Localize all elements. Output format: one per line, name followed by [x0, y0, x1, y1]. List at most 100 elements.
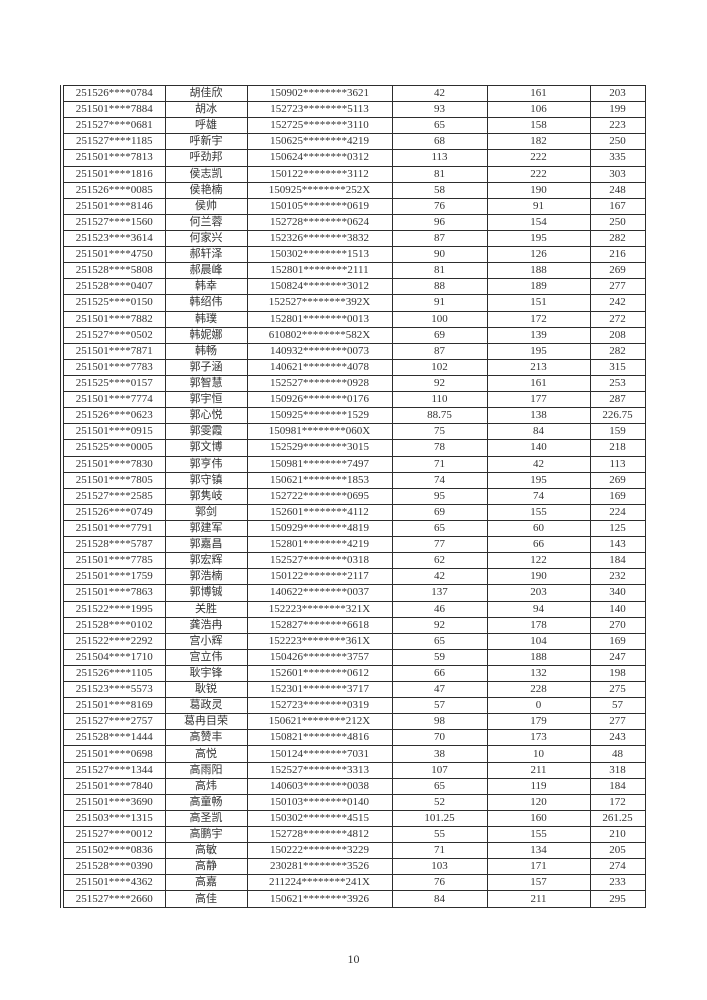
score1-cell: 46 [391, 600, 488, 618]
id-card-cell: 150621********1853 [246, 471, 393, 489]
id-card-cell: 150122********3112 [246, 165, 393, 183]
total-cell: 199 [589, 101, 646, 119]
total-cell: 287 [589, 391, 646, 409]
total-cell: 275 [589, 681, 646, 699]
score1-cell: 92 [391, 616, 488, 634]
total-cell: 233 [589, 874, 646, 892]
score2-cell: 190 [486, 181, 591, 199]
id-card-cell: 152326********3832 [246, 229, 393, 248]
id-card-cell: 152728********0624 [246, 213, 393, 231]
table-row: 251527****0681 呼雄 152725********3110 65 158 2… [61, 117, 646, 135]
score1-cell: 78 [391, 439, 488, 457]
name-cell: 郭宏辉 [164, 552, 248, 570]
name-cell: 韩幸 [164, 278, 248, 296]
total-cell: 340 [589, 584, 646, 602]
name-cell: 高圣凯 [164, 809, 248, 828]
id-card-cell: 140622********0037 [246, 584, 393, 602]
id-card-cell: 150824********3012 [246, 278, 393, 296]
score1-cell: 102 [391, 358, 488, 376]
exam-id-cell: 251526****0085 [61, 181, 166, 199]
total-cell: 140 [589, 600, 646, 618]
score1-cell: 65 [391, 117, 488, 135]
name-cell: 郭守镇 [164, 471, 248, 489]
table-row: 251526****0749 郭剑 152601********4112 69 155 2… [61, 503, 646, 521]
score1-cell: 137 [391, 584, 488, 602]
total-cell: 253 [589, 374, 646, 393]
exam-id-cell: 251528****0407 [61, 278, 166, 296]
exam-id-cell: 251501****1816 [61, 165, 166, 183]
exam-id-cell: 251501****7813 [61, 149, 166, 167]
total-cell: 242 [589, 294, 646, 312]
score2-cell: 104 [486, 632, 591, 650]
exam-id-cell: 251501****0698 [61, 745, 166, 763]
total-cell: 48 [589, 745, 646, 763]
id-card-cell: 150302********1513 [246, 246, 393, 264]
total-cell: 224 [589, 503, 646, 521]
name-cell: 关胜 [164, 600, 248, 618]
table-row: 251527****1185 呼新宇 150625********4219 68 182… [61, 133, 646, 151]
score2-cell: 222 [486, 165, 591, 183]
table-row: 251501****7830 郭亨伟 150981********7497 71 42 1… [61, 455, 646, 473]
table-row: 251527****0502 韩妮娜 610802********582X 69 139… [61, 326, 646, 344]
name-cell: 郭剑 [164, 503, 248, 521]
total-cell: 261.25 [589, 809, 646, 828]
id-card-cell: 230281********3526 [246, 858, 393, 876]
id-card-cell: 152801********2111 [246, 262, 393, 280]
id-card-cell: 150621********3926 [246, 890, 393, 908]
name-cell: 郭文博 [164, 439, 248, 457]
name-cell: 宫立伟 [164, 648, 248, 666]
table-row: 251502****0836 高敏 150222********3229 71 134 2… [61, 842, 646, 860]
name-cell: 高敏 [164, 842, 248, 860]
exam-id-cell: 251527****1344 [61, 761, 166, 779]
exam-id-cell: 251501****7791 [61, 519, 166, 538]
table-row: 251501****8169 葛政灵 152723********0319 57 0 57 [61, 697, 646, 715]
exam-id-cell: 251501****4750 [61, 246, 166, 264]
score2-cell: 60 [486, 519, 591, 538]
total-cell: 315 [589, 358, 646, 376]
exam-id-cell: 251528****1444 [61, 729, 166, 747]
exam-id-cell: 251501****7840 [61, 777, 166, 795]
exam-id-cell: 251527****1560 [61, 213, 166, 231]
id-card-cell: 152728********4812 [246, 826, 393, 844]
name-cell: 韩绍伟 [164, 294, 248, 312]
score2-cell: 211 [486, 761, 591, 779]
score2-cell: 222 [486, 149, 591, 167]
exam-id-cell: 251525****0150 [61, 294, 166, 312]
table-row: 251525****0157 郭智慧 152527********0928 92 161… [61, 374, 646, 393]
exam-id-cell: 251501****7785 [61, 552, 166, 570]
id-card-cell: 150222********3229 [246, 842, 393, 860]
exam-id-cell: 251504****1710 [61, 648, 166, 666]
exam-id-cell: 251501****7863 [61, 584, 166, 602]
id-card-cell: 152527********3313 [246, 761, 393, 779]
score2-cell: 158 [486, 117, 591, 135]
table-row: 251501****7863 郭博铖 140622********0037 137 20… [61, 584, 646, 602]
total-cell: 167 [589, 197, 646, 215]
table-row: 251504****1710 宫立伟 150426********3757 59 188… [61, 648, 646, 666]
exam-id-cell: 251501****7783 [61, 358, 166, 376]
total-cell: 250 [589, 213, 646, 231]
score2-cell: 151 [486, 294, 591, 312]
score1-cell: 92 [391, 374, 488, 393]
name-cell: 郭雯霞 [164, 423, 248, 441]
score1-cell: 69 [391, 326, 488, 344]
id-card-cell: 150124********7031 [246, 745, 393, 763]
total-cell: 125 [589, 519, 646, 538]
total-cell: 226.75 [589, 407, 646, 425]
id-card-cell: 140603********0038 [246, 777, 393, 795]
total-cell: 243 [589, 729, 646, 747]
table-row: 251501****7791 郭建军 150929********4819 65 60 1… [61, 519, 646, 538]
exam-id-cell: 251501****8169 [61, 697, 166, 715]
table-row: 251501****7871 韩畅 140932********0073 87 195 2… [61, 342, 646, 360]
score1-cell: 103 [391, 858, 488, 876]
table-row: 251526****1105 耿宇锋 152601********0612 66 132… [61, 664, 646, 683]
table-row: 251501****7813 呼劲邦 150624********0312 113 22… [61, 149, 646, 167]
table-row: 251526****0085 侯艳楠 150925********252X 58 190… [61, 181, 646, 199]
table-row: 251525****0150 韩绍伟 152527********392X 91 151… [61, 294, 646, 312]
id-card-cell: 152529********3015 [246, 439, 393, 457]
score2-cell: 140 [486, 439, 591, 457]
score2-cell: 203 [486, 584, 591, 602]
id-card-cell: 152827********6618 [246, 616, 393, 634]
total-cell: 113 [589, 455, 646, 473]
score2-cell: 195 [486, 471, 591, 489]
score2-cell: 139 [486, 326, 591, 344]
